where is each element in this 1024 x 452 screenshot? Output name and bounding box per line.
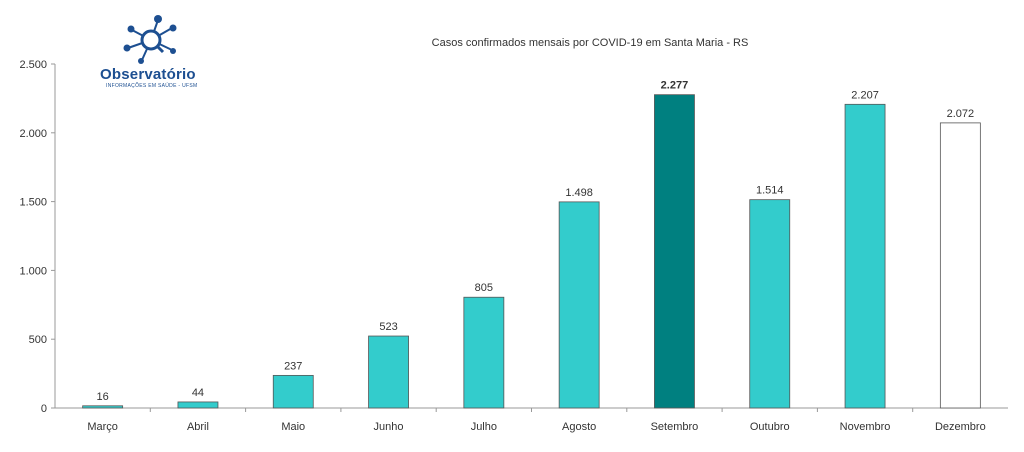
x-tick-label: Julho [471,421,497,433]
observatorio-logo-icon [123,15,177,64]
x-tick-label: Novembro [840,421,891,433]
bar-value-label: 16 [97,391,109,403]
bar [844,103,886,409]
bar-value-label: 805 [475,282,493,294]
y-tick-label: 1.000 [19,265,47,277]
bar-value-label: 44 [192,387,204,399]
bar-value-label: 2.207 [851,89,879,101]
x-tick-label: Junho [374,421,404,433]
x-axis-ticks: Março Abril Maio Junho Julho Agosto Setembro Ou… [87,408,986,433]
y-tick-label: 500 [29,334,47,346]
chart-title: Casos confirmados mensais por COVID-19 e… [432,37,749,49]
x-tick-label: Dezembro [935,421,986,433]
x-tick-label: Março [87,421,118,433]
bar [749,199,791,409]
data-labels: 16 44 237 523 805 1.498 2.277 1.514 2.207 2.072 [97,80,975,403]
logo-name: Observatório [100,66,196,83]
bar-value-label: 523 [379,321,397,333]
logo-subtitle: INFORMAÇÕES EM SAÚDE - UFSM [106,83,198,89]
x-tick-label: Outubro [750,421,790,433]
bar [558,201,600,409]
bar-value-label: 237 [284,360,302,372]
y-tick-label: 2.500 [19,59,47,71]
bar [177,401,219,409]
bar-value-label: 1.514 [756,185,784,197]
bar [82,405,124,409]
x-tick-label: Maio [281,421,305,433]
chart-bars [82,94,981,409]
x-tick-label: Agosto [562,421,596,433]
y-tick-label: 2.000 [19,128,47,140]
y-tick-label: 0 [41,403,47,415]
bar-value-label: 2.072 [947,108,975,120]
x-tick-label: Setembro [651,421,699,433]
bar [463,296,505,409]
bar [654,94,695,409]
bar-value-label: 2.277 [661,80,689,92]
y-tick-label: 1.500 [19,197,47,209]
bar [939,122,981,409]
x-tick-label: Abril [187,421,209,433]
bar [368,335,409,409]
bar-value-label: 1.498 [565,187,593,199]
y-axis-ticks: 0 500 1.000 1.500 2.000 2.500 [19,59,55,415]
bar [272,374,314,409]
